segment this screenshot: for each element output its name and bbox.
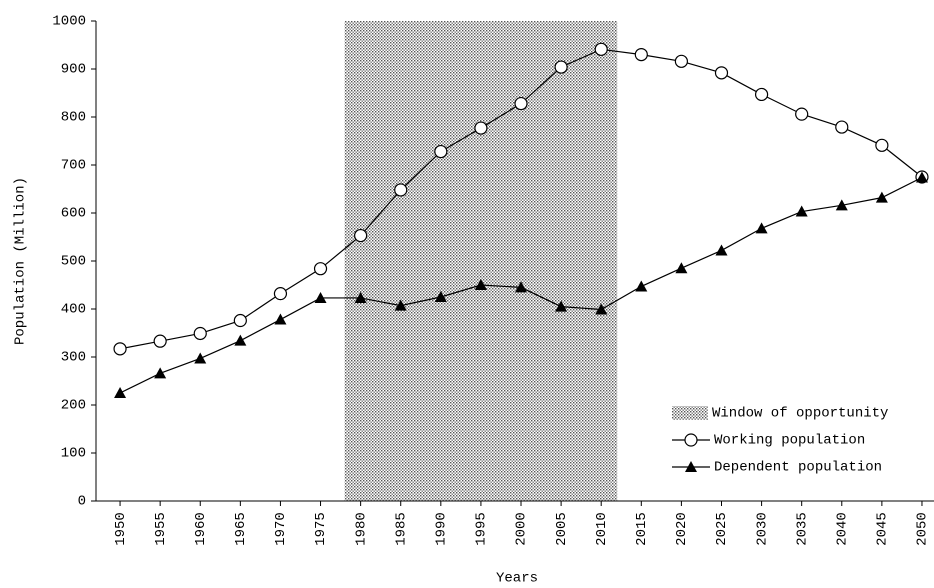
marker	[835, 199, 848, 211]
marker	[113, 342, 127, 356]
marker	[234, 334, 247, 346]
legend-label: Dependent population	[714, 460, 882, 476]
marker	[795, 205, 808, 217]
marker	[274, 313, 287, 325]
y-tick-label: 400	[61, 302, 86, 318]
y-tick-label: 0	[78, 494, 86, 510]
marker	[674, 54, 688, 68]
y-tick-label: 300	[61, 350, 86, 366]
x-tick-label: 2040	[834, 512, 850, 546]
marker	[114, 387, 127, 398]
x-tick-label: 1955	[153, 512, 169, 546]
marker	[394, 299, 407, 311]
marker	[314, 291, 327, 303]
y-axis-label: Population (Million)	[13, 177, 29, 345]
marker	[715, 244, 728, 256]
x-tick-label: 2045	[875, 512, 891, 546]
marker	[875, 138, 889, 152]
window-region	[344, 21, 618, 501]
legend-label: Window of opportunity	[712, 406, 888, 422]
y-tick-label: 1000	[52, 14, 86, 30]
marker	[755, 222, 768, 234]
x-axis-label: Years	[496, 571, 538, 587]
x-tick-label: 2010	[594, 512, 610, 546]
marker	[915, 171, 928, 183]
marker	[273, 287, 288, 301]
x-tick-label: 1985	[393, 512, 409, 546]
x-tick-label: 1970	[273, 512, 289, 546]
marker	[154, 367, 167, 379]
marker	[835, 120, 849, 134]
marker	[675, 262, 688, 274]
marker	[434, 291, 447, 302]
x-tick-label: 2025	[714, 512, 730, 546]
x-tick-label: 1975	[313, 512, 329, 546]
y-tick-label: 900	[61, 62, 86, 78]
y-tick-label: 700	[61, 158, 86, 174]
marker	[714, 66, 729, 80]
x-tick-label: 1980	[353, 512, 369, 546]
legend-swatch	[672, 406, 708, 420]
marker	[354, 291, 367, 303]
marker	[194, 352, 207, 364]
marker	[595, 303, 608, 315]
marker	[554, 60, 568, 74]
marker	[555, 300, 568, 312]
marker	[875, 191, 888, 203]
legend-label: Working population	[714, 433, 865, 449]
marker	[233, 313, 247, 328]
marker	[193, 326, 207, 341]
marker	[634, 47, 648, 62]
marker	[635, 280, 648, 292]
x-tick-label: 2000	[514, 512, 530, 546]
marker	[434, 144, 448, 159]
x-tick-label: 2030	[754, 512, 770, 546]
x-tick-label: 1965	[233, 512, 249, 546]
legend-marker	[684, 433, 698, 447]
marker	[474, 121, 488, 135]
x-tick-label: 1990	[434, 512, 450, 546]
marker	[313, 262, 328, 276]
marker	[394, 183, 408, 197]
x-tick-label: 2020	[674, 512, 690, 546]
x-tick-label: 2015	[634, 512, 650, 546]
x-tick-label: 1950	[113, 512, 129, 546]
x-tick-label: 2005	[554, 512, 570, 546]
x-tick-label: 2035	[794, 512, 810, 546]
marker	[594, 42, 608, 56]
x-tick-label: 2050	[915, 512, 931, 546]
marker	[795, 107, 809, 121]
marker	[514, 96, 528, 111]
marker	[474, 279, 487, 290]
x-tick-label: 1995	[474, 512, 490, 546]
y-tick-label: 500	[61, 254, 86, 270]
y-tick-label: 600	[61, 206, 86, 222]
y-tick-label: 100	[61, 446, 86, 462]
marker	[515, 281, 528, 293]
marker	[754, 87, 769, 102]
legend-marker	[685, 461, 697, 472]
y-tick-label: 200	[61, 398, 86, 414]
marker	[354, 228, 368, 243]
y-tick-label: 800	[61, 110, 86, 126]
marker	[153, 334, 167, 348]
x-tick-label: 1960	[193, 512, 209, 546]
